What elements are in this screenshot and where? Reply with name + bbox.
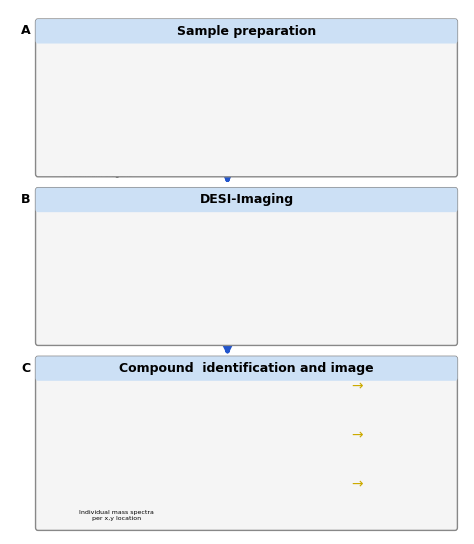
Ellipse shape	[139, 70, 174, 84]
Circle shape	[395, 380, 404, 388]
Text: Computational
reconstruction for
whole sample: Computational reconstruction for whole s…	[233, 483, 301, 512]
Circle shape	[383, 371, 413, 401]
Ellipse shape	[127, 97, 162, 110]
Text: Sample preparation: Sample preparation	[177, 25, 316, 38]
Text: samples: samples	[235, 50, 266, 59]
Circle shape	[377, 463, 419, 505]
Circle shape	[374, 460, 422, 508]
Text: Electrospray droplets: Electrospray droplets	[328, 248, 386, 253]
Text: Solvent: Solvent	[158, 222, 180, 242]
Text: Individual mass spectra
per x,y location: Individual mass spectra per x,y location	[79, 510, 154, 521]
Text: compound 2: compound 2	[109, 409, 140, 414]
Text: Frozen section: Frozen section	[260, 144, 315, 152]
Text: compound 1: compound 1	[93, 423, 124, 428]
Circle shape	[218, 276, 234, 285]
Bar	[108, 91, 128, 104]
Ellipse shape	[66, 113, 101, 126]
Y-axis label: Intensity: Intensity	[41, 439, 47, 469]
FancyBboxPatch shape	[156, 275, 321, 287]
Circle shape	[377, 414, 419, 456]
Circle shape	[387, 480, 404, 497]
Text: Nebulizer flow: Nebulizer flow	[218, 208, 301, 228]
Text: Gelsemium elegans: Gelsemium elegans	[63, 172, 132, 178]
Polygon shape	[142, 253, 157, 262]
Text: Leaf: Leaf	[153, 91, 169, 100]
Circle shape	[276, 128, 299, 140]
Circle shape	[391, 375, 408, 392]
FancyBboxPatch shape	[325, 53, 433, 123]
Text: Frozen section: Frozen section	[349, 41, 404, 50]
Polygon shape	[129, 215, 221, 266]
Text: Voltage: Voltage	[51, 242, 80, 250]
Text: Image: Image	[314, 449, 338, 458]
Text: Stem: Stem	[147, 110, 167, 119]
Text: A: A	[21, 24, 31, 38]
Ellipse shape	[161, 59, 186, 82]
Text: DESI-Imaging: DESI-Imaging	[200, 194, 293, 206]
Text: Sample discrete x,y locations: Sample discrete x,y locations	[185, 288, 298, 297]
Circle shape	[392, 429, 404, 441]
FancyBboxPatch shape	[245, 123, 330, 145]
Text: Root: Root	[124, 157, 141, 166]
FancyBboxPatch shape	[343, 61, 411, 82]
Circle shape	[383, 469, 413, 499]
Ellipse shape	[218, 85, 259, 101]
Text: Compound  identification and image: Compound identification and image	[119, 362, 374, 375]
Circle shape	[374, 411, 422, 459]
Text: C: C	[21, 362, 30, 375]
Text: MS detector: MS detector	[401, 203, 447, 213]
Text: Shoot: Shoot	[154, 54, 176, 64]
X-axis label: m/z: m/z	[110, 509, 122, 515]
Ellipse shape	[62, 88, 97, 102]
Ellipse shape	[236, 421, 298, 477]
Text: 10 µm × 30 µm: 10 µm × 30 µm	[339, 331, 383, 336]
Text: →: →	[351, 379, 363, 393]
Text: Unmonitored compounds: Unmonitored compounds	[328, 266, 398, 271]
Circle shape	[392, 485, 400, 493]
Circle shape	[383, 420, 413, 450]
Text: →: →	[351, 477, 363, 491]
Text: →: →	[351, 428, 363, 442]
Text: O.C.T. embedded: O.C.T. embedded	[218, 44, 283, 52]
Bar	[348, 299, 373, 312]
Text: B: B	[21, 193, 31, 206]
Text: x: x	[422, 299, 426, 305]
Text: compound 3: compound 3	[141, 442, 172, 447]
Circle shape	[377, 365, 419, 407]
Bar	[108, 114, 128, 126]
Text: Ionization: Ionization	[160, 286, 198, 295]
Text: machine: machine	[361, 49, 393, 58]
Circle shape	[308, 275, 414, 333]
Circle shape	[374, 362, 422, 410]
Text: 50 µm × 50 µm: 50 µm × 50 µm	[245, 381, 289, 386]
FancyBboxPatch shape	[338, 85, 416, 120]
Ellipse shape	[216, 406, 318, 492]
Polygon shape	[348, 215, 430, 259]
Text: y: y	[361, 268, 365, 274]
Text: Desorbed ions: Desorbed ions	[328, 257, 367, 262]
